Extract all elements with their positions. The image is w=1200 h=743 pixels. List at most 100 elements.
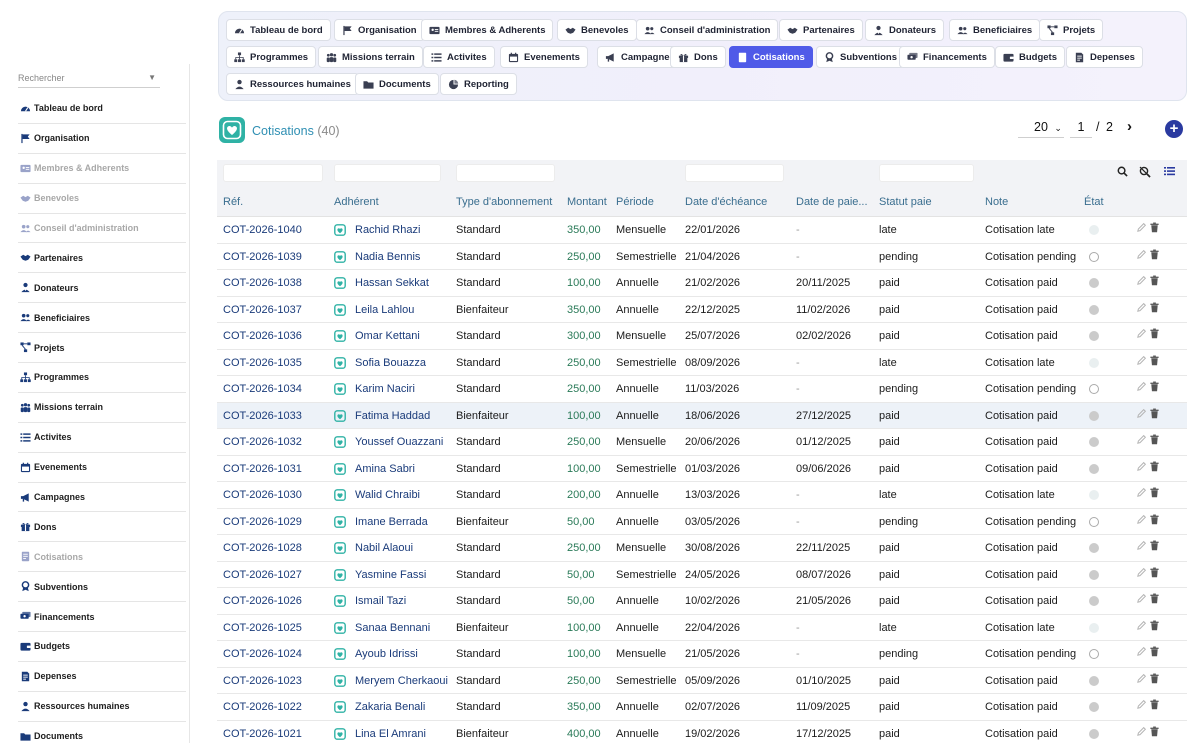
adherent-link[interactable]: Yasmine Fassi	[355, 568, 427, 581]
table-row[interactable]: COT-2026-1024 Ayoub Idrissi Standard 100…	[217, 641, 1187, 668]
tab-tableau-de-bord[interactable]: Tableau de bord	[226, 19, 331, 41]
table-row[interactable]: COT-2026-1022 Zakaria Benali Standard 35…	[217, 694, 1187, 721]
sidebar-item-tableau-de-bord[interactable]: Tableau de bord	[18, 94, 186, 124]
col-header-type[interactable]: Type d'abonnement	[456, 196, 553, 208]
search-icon[interactable]	[1117, 166, 1128, 180]
table-row[interactable]: COT-2026-1025 Sanaa Bennani Bienfaiteur …	[217, 615, 1187, 641]
delete-icon[interactable]	[1149, 222, 1160, 236]
ref-link[interactable]: COT-2026-1038	[223, 277, 302, 289]
col-header-montant[interactable]: Montant	[567, 196, 607, 208]
delete-icon[interactable]	[1149, 461, 1160, 475]
tab-dons[interactable]: Dons	[670, 46, 726, 68]
adherent-link[interactable]: Imane Berrada	[355, 515, 428, 528]
adherent-link[interactable]: Nadia Bennis	[355, 250, 421, 263]
sidebar-item-programmes[interactable]: Programmes	[18, 363, 186, 393]
sidebar-item-donateurs[interactable]: Donateurs	[18, 273, 186, 304]
tab-campagnes[interactable]: Campagnes	[597, 46, 683, 68]
table-row[interactable]: COT-2026-1034 Karim Naciri Standard 250,…	[217, 376, 1187, 403]
next-page-button[interactable]: ›	[1127, 118, 1132, 135]
clear-filter-icon[interactable]	[1139, 166, 1151, 181]
adherent-link[interactable]: Zakaria Benali	[355, 701, 426, 713]
tab-missions-terrain[interactable]: Missions terrain	[318, 46, 423, 68]
sidebar-item-activites[interactable]: Activites	[18, 423, 186, 453]
filter-echeance-input[interactable]	[685, 164, 784, 182]
table-row[interactable]: COT-2026-1021 Lina El Amrani Bienfaiteur…	[217, 721, 1187, 743]
sidebar-item-cotisations[interactable]: Cotisations	[18, 542, 186, 573]
tab-organisation[interactable]: Organisation	[334, 19, 425, 41]
adherent-link[interactable]: Omar Kettani	[355, 330, 420, 342]
table-row[interactable]: COT-2026-1040 Rachid Rhazi Standard 350,…	[217, 217, 1187, 244]
ref-link[interactable]: COT-2026-1026	[223, 595, 302, 607]
sidebar-item-dons[interactable]: Dons	[18, 512, 186, 543]
table-row[interactable]: COT-2026-1028 Nabil Alaoui Standard 250,…	[217, 535, 1187, 562]
adherent-link[interactable]: Meryem Cherkaoui	[355, 674, 448, 687]
delete-icon[interactable]	[1149, 249, 1160, 263]
delete-icon[interactable]	[1149, 302, 1160, 316]
delete-icon[interactable]	[1149, 408, 1160, 422]
ref-link[interactable]: COT-2026-1030	[223, 489, 302, 501]
tab-depenses[interactable]: Depenses	[1066, 46, 1143, 68]
edit-icon[interactable]	[1136, 302, 1147, 316]
adherent-link[interactable]: Walid Chraibi	[355, 489, 421, 501]
table-row[interactable]: COT-2026-1035 Sofia Bouazza Standard 250…	[217, 350, 1187, 376]
col-header-paiement[interactable]: Date de paie...	[796, 196, 868, 208]
sidebar-item-benevoles[interactable]: Benevoles	[18, 184, 186, 214]
ref-link[interactable]: COT-2026-1027	[223, 568, 302, 581]
tab-reporting[interactable]: Reporting	[440, 73, 517, 95]
edit-icon[interactable]	[1136, 514, 1147, 528]
current-page-input[interactable]: 1	[1070, 120, 1092, 138]
delete-icon[interactable]	[1149, 567, 1160, 581]
table-row[interactable]: COT-2026-1030 Walid Chraibi Standard 200…	[217, 482, 1187, 509]
delete-icon[interactable]	[1149, 487, 1160, 501]
ref-link[interactable]: COT-2026-1029	[223, 515, 302, 528]
table-row[interactable]: COT-2026-1036 Omar Kettani Standard 300,…	[217, 323, 1187, 350]
table-row[interactable]: COT-2026-1026 Ismail Tazi Standard 50,00…	[217, 588, 1187, 615]
adherent-link[interactable]: Sanaa Bennani	[355, 621, 431, 634]
tab-ressources-humaines[interactable]: Ressources humaines	[226, 73, 359, 95]
delete-icon[interactable]	[1149, 355, 1160, 369]
filter-adherent-input[interactable]	[334, 164, 441, 182]
edit-icon[interactable]	[1136, 249, 1147, 263]
adherent-link[interactable]: Youssef Ouazzani	[355, 436, 444, 448]
adherent-link[interactable]: Rachid Rhazi	[355, 224, 421, 236]
edit-icon[interactable]	[1136, 487, 1147, 501]
per-page-select[interactable]: 20 ⌄	[1018, 120, 1064, 138]
ref-link[interactable]: COT-2026-1040	[223, 224, 302, 236]
ref-link[interactable]: COT-2026-1033	[223, 409, 302, 422]
sidebar-item-financements[interactable]: Financements	[18, 602, 186, 633]
sidebar-item-partenaires[interactable]: Partenaires	[18, 243, 186, 274]
edit-icon[interactable]	[1136, 408, 1147, 422]
filter-type-input[interactable]	[456, 164, 555, 182]
sidebar-item-projets[interactable]: Projets	[18, 333, 186, 364]
tab-cotisations[interactable]: Cotisations	[729, 46, 813, 68]
sidebar-item-subventions[interactable]: Subventions	[18, 572, 186, 603]
delete-icon[interactable]	[1149, 620, 1160, 634]
add-record-button[interactable]: +	[1165, 120, 1183, 138]
ref-link[interactable]: COT-2026-1021	[223, 727, 302, 740]
ref-link[interactable]: COT-2026-1024	[223, 648, 302, 660]
edit-icon[interactable]	[1136, 567, 1147, 581]
adherent-link[interactable]: Lina El Amrani	[355, 727, 426, 740]
adherent-link[interactable]: Fatima Haddad	[355, 409, 431, 422]
edit-icon[interactable]	[1136, 328, 1147, 342]
delete-icon[interactable]	[1149, 540, 1160, 554]
tab-beneficiaires[interactable]: Beneficiaires	[949, 19, 1041, 41]
tab-projets[interactable]: Projets	[1039, 19, 1104, 41]
tab-documents[interactable]: Documents	[355, 73, 439, 95]
col-header-ref[interactable]: Réf.	[223, 196, 244, 208]
list-view-icon[interactable]	[1164, 166, 1175, 179]
delete-icon[interactable]	[1149, 673, 1160, 687]
delete-icon[interactable]	[1149, 593, 1160, 607]
delete-icon[interactable]	[1149, 514, 1160, 528]
ref-link[interactable]: COT-2026-1028	[223, 542, 302, 554]
delete-icon[interactable]	[1149, 699, 1160, 713]
delete-icon[interactable]	[1149, 328, 1160, 342]
edit-icon[interactable]	[1136, 646, 1147, 660]
sidebar-item-conseil-d-administration[interactable]: Conseil d'administration	[18, 214, 186, 244]
col-header-periode[interactable]: Période	[616, 196, 654, 208]
sidebar-search-select[interactable]: Rechercher ▼	[18, 68, 160, 88]
edit-icon[interactable]	[1136, 381, 1147, 395]
adherent-link[interactable]: Karim Naciri	[355, 383, 415, 395]
filter-statut-input[interactable]	[879, 164, 974, 182]
sidebar-item-membres-adherents[interactable]: Membres & Adherents	[18, 154, 186, 184]
